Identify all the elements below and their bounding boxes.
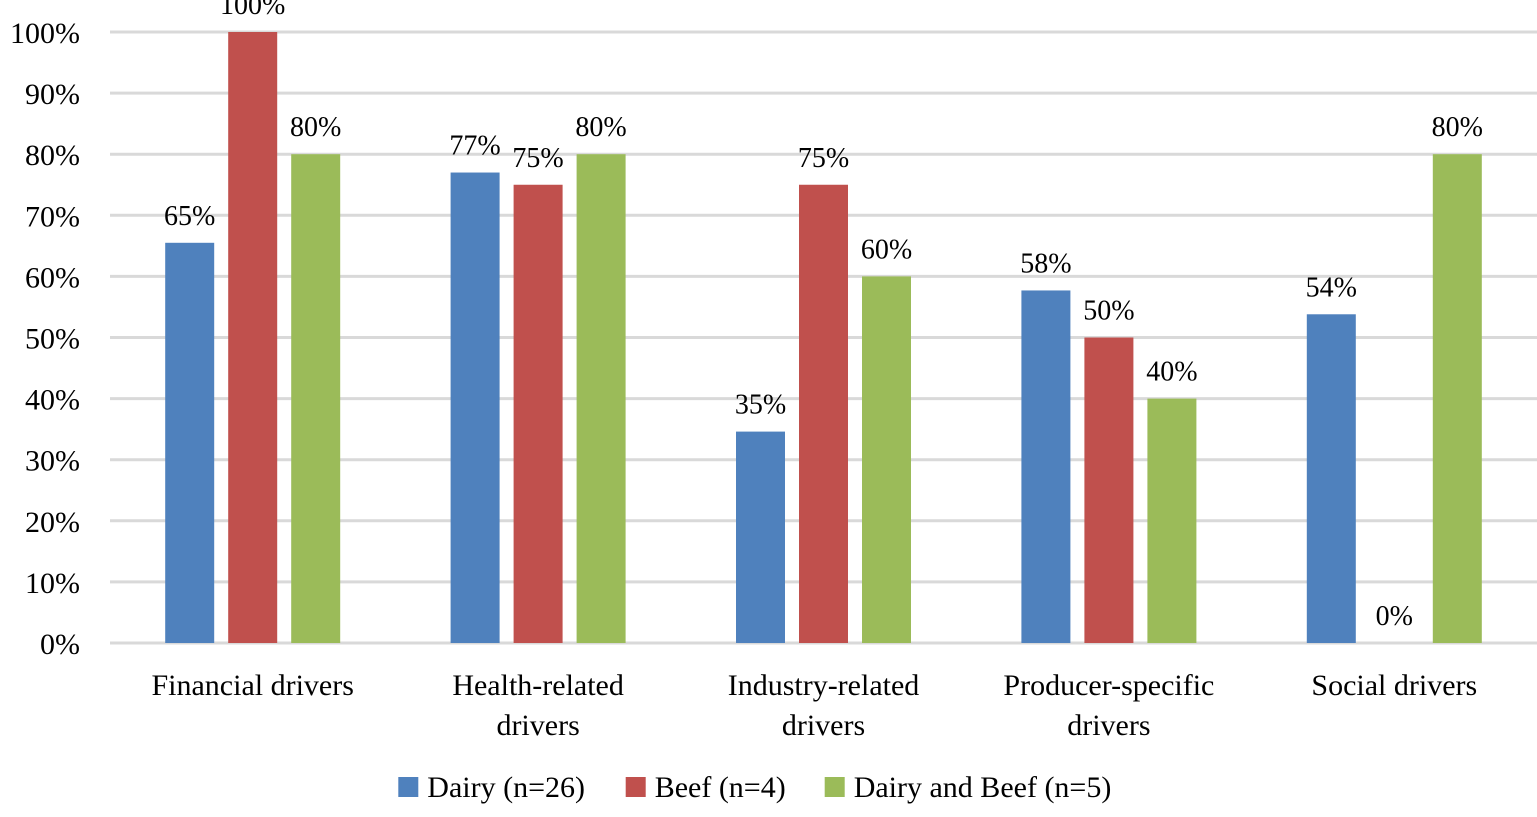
data-label: 60% xyxy=(861,234,912,265)
y-tick-label: 50% xyxy=(25,323,80,356)
legend-label: Dairy (n=26) xyxy=(427,771,585,804)
x-category-label: drivers xyxy=(1067,709,1150,742)
bar-dairy xyxy=(1021,290,1071,643)
data-label: 50% xyxy=(1083,296,1134,327)
data-label: 40% xyxy=(1146,357,1197,388)
y-tick-label: 70% xyxy=(25,200,80,233)
y-tick-label: 10% xyxy=(25,567,80,600)
bar-dairy xyxy=(165,242,215,644)
legend-label: Beef (n=4) xyxy=(655,771,786,804)
data-label: 65% xyxy=(164,201,215,232)
y-tick-label: 40% xyxy=(25,384,80,417)
bar-beef xyxy=(799,184,848,643)
data-label: 58% xyxy=(1020,248,1071,279)
bar-dairy xyxy=(1306,314,1356,643)
data-label: 0% xyxy=(1376,601,1413,632)
y-tick-label: 60% xyxy=(25,261,80,294)
bar-dairy xyxy=(576,154,626,643)
data-label: 75% xyxy=(512,143,563,174)
legend-swatch xyxy=(625,777,646,797)
data-label: 80% xyxy=(1432,112,1483,143)
x-category-label: Social drivers xyxy=(1311,669,1477,702)
data-labels: 65% 100% 80% 77% 75% 80% 35% 75% 60% 58% 50% 40% 54%… xyxy=(164,0,1483,632)
y-tick-label: 20% xyxy=(25,506,80,539)
y-tick-label: 0% xyxy=(40,628,80,661)
y-tick-label: 90% xyxy=(25,78,80,111)
y-axis-tick-labels: 0% 10% 20% 30% 40% 50% 60% 70% 80% 90% 100% xyxy=(10,17,80,661)
legend: Dairy (n=26) Beef (n=4) Dairy and Beef (n=… xyxy=(398,771,1111,804)
data-label: 75% xyxy=(798,143,849,174)
bar-dairy xyxy=(291,154,341,643)
legend-label: Dairy and Beef (n=5) xyxy=(854,771,1112,804)
bar-dairy xyxy=(1432,154,1482,643)
data-label: 35% xyxy=(735,390,786,421)
bar-beef xyxy=(1084,337,1134,643)
data-label: 54% xyxy=(1306,272,1357,303)
legend-swatch xyxy=(398,777,419,797)
bars xyxy=(165,32,1482,644)
bar-dairy xyxy=(450,172,500,643)
x-category-label: Industry-related xyxy=(728,669,920,702)
x-category-label: drivers xyxy=(496,709,579,742)
x-category-label: drivers xyxy=(782,709,865,742)
y-tick-label: 30% xyxy=(25,445,80,478)
data-label: 77% xyxy=(449,131,500,162)
data-label: 100% xyxy=(220,0,285,21)
y-tick-label: 80% xyxy=(25,139,80,172)
x-category-label: Financial drivers xyxy=(151,669,353,702)
bar-dairy xyxy=(862,276,911,643)
x-category-label: Producer-specific xyxy=(1003,669,1214,702)
bar-beef xyxy=(513,184,563,643)
legend-swatch xyxy=(824,777,845,797)
y-tick-label: 100% xyxy=(10,17,80,50)
bar-beef xyxy=(228,32,278,643)
bar-dairy xyxy=(1147,398,1197,643)
data-label: 80% xyxy=(290,112,341,143)
x-category-label: Health-related xyxy=(452,669,624,702)
x-axis-category-labels: Financial drivers Health-related drivers In… xyxy=(151,669,1477,742)
data-label: 80% xyxy=(575,112,626,143)
bar-dairy xyxy=(736,431,785,643)
